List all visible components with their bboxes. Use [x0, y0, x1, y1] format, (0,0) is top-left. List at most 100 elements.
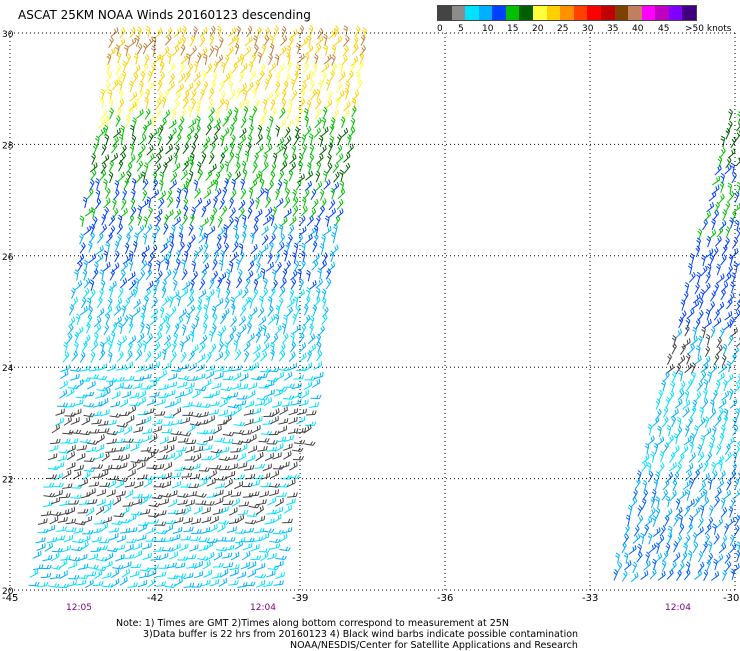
barb-flag: [257, 99, 259, 102]
barb-flag: [203, 271, 205, 274]
wind-barb: [206, 371, 214, 379]
barb-flag: [93, 392, 94, 396]
barb-flag: [355, 92, 357, 96]
barb-flag: [312, 81, 314, 84]
barb-flag: [226, 146, 227, 150]
barb-flag: [108, 354, 111, 356]
barb-flag: [358, 82, 360, 85]
barb-flag: [228, 111, 230, 114]
barb-flag: [292, 119, 293, 123]
barb-staff: [142, 249, 149, 254]
barb-flag: [192, 296, 194, 300]
barb-flag: [125, 145, 127, 149]
barb-flag: [204, 387, 206, 390]
barb-flag: [328, 165, 330, 168]
barb-flag: [290, 209, 291, 213]
barb-flag: [163, 165, 166, 168]
barb-flag: [210, 331, 213, 333]
barb-flag: [255, 102, 257, 105]
wind-barb: [115, 298, 121, 308]
barb-flag: [237, 173, 238, 177]
barb-flag: [276, 26, 279, 29]
barb-flag: [80, 261, 82, 264]
barb-staff: [221, 149, 228, 155]
barb-flag: [119, 226, 121, 229]
wind-barb: [104, 324, 109, 335]
wind-barb: [255, 400, 265, 406]
barb-flag: [168, 191, 170, 194]
barb-flag: [279, 227, 282, 229]
wind-barb: [232, 116, 237, 127]
barb-flag: [105, 137, 108, 140]
barb-flag: [304, 111, 307, 113]
barb-flag: [255, 47, 257, 50]
barb-flag: [103, 350, 105, 353]
barb-flag: [171, 83, 172, 87]
barb-flag: [118, 326, 121, 328]
barb-staff: [253, 356, 260, 362]
wind-barb: [83, 270, 87, 281]
barb-staff: [91, 415, 100, 416]
barb-staff: [261, 229, 268, 235]
barb-flag: [208, 66, 210, 69]
barb-flag: [200, 92, 203, 95]
barb-staff: [221, 262, 223, 271]
barb-flag: [270, 36, 273, 38]
barb-flag: [322, 154, 324, 158]
barb-flag: [193, 376, 194, 380]
wind-barb: [250, 254, 257, 263]
barb-flag: [143, 392, 144, 396]
barb-flag: [91, 189, 93, 193]
barb-flag: [319, 30, 321, 33]
barb-flag: [289, 102, 292, 104]
wind-barb: [300, 38, 307, 47]
barb-flag: [302, 262, 304, 265]
barb-flag: [198, 300, 201, 303]
wind-barb: [347, 134, 351, 145]
barb-flag: [243, 92, 246, 94]
barb-flag: [283, 323, 286, 325]
barb-staff: [240, 377, 248, 381]
wind-barb: [221, 146, 228, 156]
barb-flag: [176, 261, 179, 264]
barb-flag: [183, 84, 184, 88]
barb-flag: [317, 164, 320, 167]
barb-flag: [118, 318, 119, 322]
barb-flag: [184, 73, 185, 77]
wind-barb: [198, 354, 205, 363]
wind-barb: [245, 151, 249, 162]
barb-flag: [284, 367, 286, 370]
barb-staff: [303, 77, 310, 82]
barb-flag: [274, 63, 275, 67]
wind-barb: [271, 108, 276, 119]
wind-barb: [301, 389, 309, 398]
barb-flag: [340, 170, 343, 172]
barb-staff: [297, 57, 304, 63]
barb-flag: [158, 135, 161, 138]
wind-barb: [219, 272, 226, 281]
barb-flag: [70, 327, 72, 330]
barb-flag: [350, 146, 352, 150]
barb-flag: [360, 55, 363, 58]
wind-barb: [295, 117, 299, 128]
barb-flag: [148, 264, 151, 267]
barb-flag: [238, 272, 241, 275]
barb-staff: [285, 139, 291, 146]
barb-flag: [254, 291, 256, 294]
barb-flag: [138, 46, 140, 49]
wind-barb: [148, 133, 153, 144]
barb-staff: [305, 175, 312, 181]
wind-barb: [356, 72, 360, 83]
barb-flag: [253, 38, 256, 40]
wind-barb: [181, 352, 187, 363]
barb-flag: [248, 325, 251, 328]
barb-flag: [117, 27, 118, 31]
barb-flag: [309, 126, 311, 130]
wind-barb: [243, 90, 247, 101]
barb-flag: [117, 308, 119, 312]
wind-barb: [311, 89, 317, 99]
barb-staff: [144, 343, 146, 352]
wind-barb: [272, 280, 277, 291]
barb-flag: [218, 383, 219, 387]
wind-barb: [154, 351, 161, 360]
